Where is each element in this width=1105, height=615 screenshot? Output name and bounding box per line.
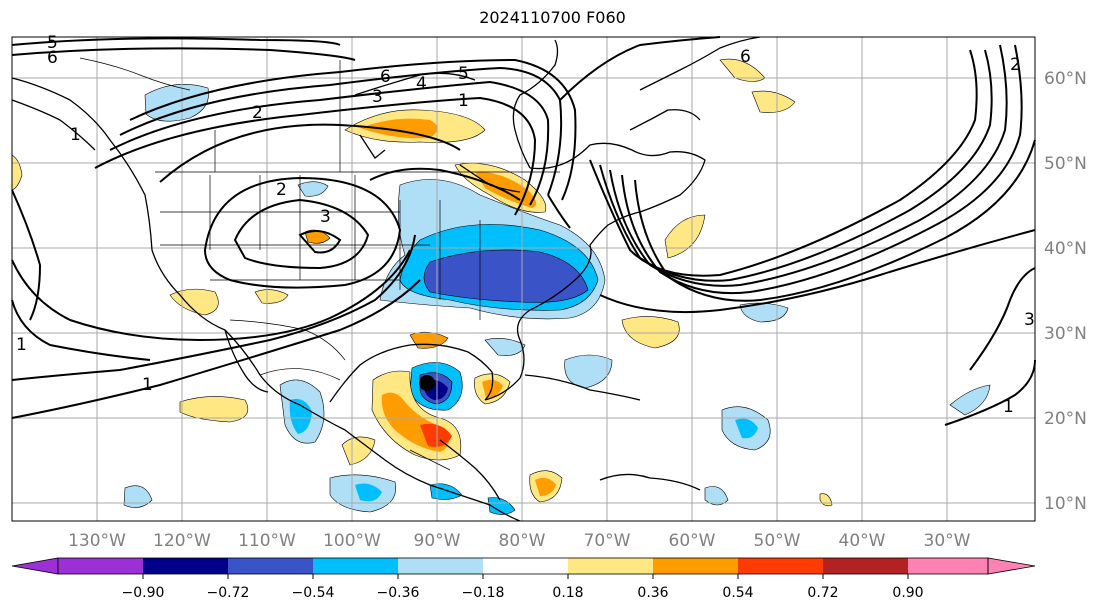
map-title: 2024110700 F060 (479, 8, 626, 27)
lon-label: 90°W (414, 531, 461, 551)
colorbar-tick-label: 0.54 (722, 585, 753, 601)
anomaly-patch (621, 316, 680, 349)
colorbar-tick-label: −0.36 (377, 585, 420, 601)
colorbar-segment (738, 558, 823, 574)
anomaly-patch (304, 229, 331, 244)
anomaly-patch (482, 379, 503, 398)
lon-label: 120°W (153, 531, 211, 551)
colorbar-extend-low (11, 557, 59, 575)
contour-label: 1 (16, 335, 27, 355)
contour-label: 2 (252, 103, 263, 123)
colorbar-segment (823, 558, 908, 574)
colorbar-extend-high (987, 557, 1036, 575)
anomaly-patch (420, 423, 452, 447)
lat-label: 10°N (1044, 494, 1087, 514)
colorbar-segment (143, 558, 228, 574)
contour-label: 3 (1024, 310, 1035, 330)
anomaly-core (419, 375, 435, 391)
anomaly-patch (289, 398, 312, 434)
contour-label: 3 (320, 207, 331, 227)
anomaly-patch (735, 418, 758, 439)
contour-label: 4 (416, 74, 427, 94)
colorbar-tick-label: −0.54 (292, 585, 335, 601)
lon-label: 80°W (499, 531, 546, 551)
anomaly-patch (949, 384, 991, 416)
lon-label: 60°W (669, 531, 716, 551)
lat-label: 50°N (1044, 154, 1087, 174)
anomaly-patch (254, 289, 289, 304)
anomaly-patch (484, 338, 526, 356)
anomaly-patch (564, 354, 613, 389)
colorbar-segment (908, 558, 988, 574)
contour-label: 1 (1003, 397, 1014, 417)
shaded-anomalies (11, 58, 991, 515)
lon-label: 70°W (584, 531, 631, 551)
contour-label: 3 (372, 87, 383, 107)
colorbar-tick-label: 0.36 (637, 585, 668, 601)
contours (11, 36, 1036, 426)
contour-label: 6 (380, 67, 391, 87)
colorbar-segment (568, 558, 653, 574)
anomaly-patch (341, 436, 376, 466)
lon-label: 50°W (754, 531, 801, 551)
anomaly-patch (751, 90, 796, 113)
contour-label: 2 (276, 180, 287, 200)
lon-label: 40°W (839, 531, 886, 551)
anomaly-patch (11, 154, 23, 191)
lat-label: 60°N (1044, 69, 1087, 89)
contour-label: 6 (47, 48, 58, 68)
contour-label: 1 (70, 125, 81, 145)
colorbar-segment (58, 558, 143, 574)
colorbar-tick-label: 0.72 (807, 585, 838, 601)
anomaly-patch (664, 214, 706, 259)
colorbar-tick-label: −0.72 (207, 585, 250, 601)
contour-label: 5 (47, 33, 58, 53)
anomaly-patch (355, 483, 382, 502)
lat-label: 30°N (1044, 324, 1087, 344)
anomaly-patch (144, 84, 209, 122)
colorbar-tick-label: 0.18 (552, 585, 583, 601)
map-panel: 5 6 2 6 5 4 3 1 2 3 6 2 1 1 1 3 1 (11, 33, 1036, 522)
colorbar-segment (313, 558, 398, 574)
colorbar-segment (653, 558, 738, 574)
colorbar-tick-label: 0.90 (892, 585, 923, 601)
contour-label: 6 (740, 47, 751, 67)
anomaly-patch (535, 477, 556, 496)
contour-label: 5 (458, 64, 469, 84)
contour-labels: 5 6 2 6 5 4 3 1 2 3 6 2 1 1 1 3 1 (16, 33, 1035, 417)
colorbar-segment (398, 558, 483, 574)
colorbar: −0.90 −0.72 −0.54 −0.36 −0.18 0.18 0.36 … (11, 557, 1036, 601)
anomaly-patch (360, 118, 438, 139)
lon-label: 30°W (924, 531, 971, 551)
anomaly-patch (423, 249, 589, 303)
contour-label: 1 (142, 375, 153, 395)
anomaly-patch (297, 181, 329, 197)
anomaly-patch (123, 485, 153, 508)
colorbar-segment (483, 558, 568, 574)
colorbar-tick-label: −0.18 (462, 585, 505, 601)
latitude-labels: 60°N 50°N 40°N 30°N 20°N 10°N (1044, 69, 1087, 514)
contour-label: 2 (1010, 55, 1021, 75)
lon-label: 110°W (238, 531, 296, 551)
contour-label: 1 (458, 91, 469, 111)
lon-label: 100°W (323, 531, 381, 551)
lat-label: 40°N (1044, 239, 1087, 259)
anomaly-patch (487, 497, 516, 515)
lon-label: 130°W (68, 531, 126, 551)
coastlines (11, 36, 761, 522)
colorbar-segment (228, 558, 313, 574)
lat-label: 20°N (1044, 409, 1087, 429)
colorbar-tick-label: −0.90 (122, 585, 165, 601)
longitude-labels: 130°W 120°W 110°W 100°W 90°W 80°W 70°W 6… (68, 531, 971, 551)
